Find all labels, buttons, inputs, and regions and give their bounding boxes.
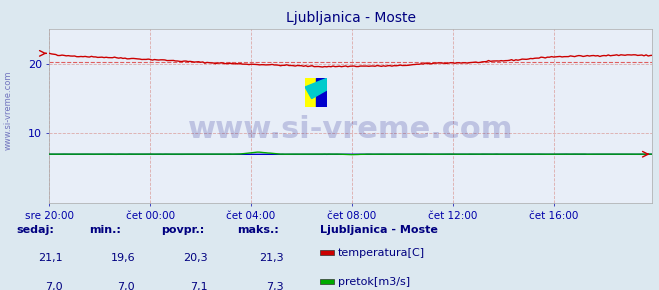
- Text: 7,3: 7,3: [266, 282, 283, 290]
- Text: sedaj:: sedaj:: [16, 225, 54, 235]
- Text: maks.:: maks.:: [237, 225, 279, 235]
- Text: 7,0: 7,0: [117, 282, 135, 290]
- Text: pretok[m3/s]: pretok[m3/s]: [338, 277, 410, 287]
- Bar: [316, 78, 327, 107]
- FancyBboxPatch shape: [320, 250, 334, 255]
- Text: 7,0: 7,0: [45, 282, 63, 290]
- Text: 7,1: 7,1: [190, 282, 208, 290]
- Text: temperatura[C]: temperatura[C]: [338, 248, 425, 258]
- Text: povpr.:: povpr.:: [161, 225, 205, 235]
- Text: www.si-vreme.com: www.si-vreme.com: [3, 70, 13, 150]
- Bar: [305, 78, 316, 107]
- FancyBboxPatch shape: [320, 280, 334, 284]
- Text: Ljubljanica - Moste: Ljubljanica - Moste: [320, 225, 438, 235]
- Title: Ljubljanica - Moste: Ljubljanica - Moste: [286, 11, 416, 25]
- Text: 21,1: 21,1: [38, 253, 63, 263]
- Text: 19,6: 19,6: [111, 253, 135, 263]
- Text: 21,3: 21,3: [259, 253, 283, 263]
- Text: www.si-vreme.com: www.si-vreme.com: [188, 115, 513, 144]
- Text: 20,3: 20,3: [183, 253, 208, 263]
- Polygon shape: [305, 78, 327, 99]
- Text: min.:: min.:: [89, 225, 121, 235]
